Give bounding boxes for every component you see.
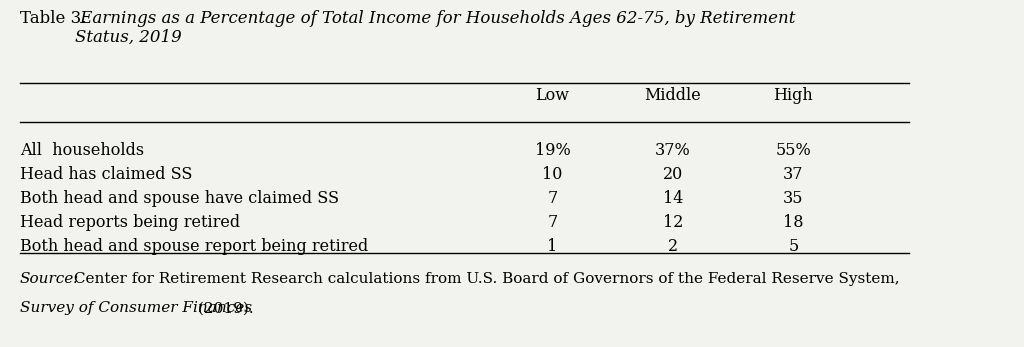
Text: 18: 18	[783, 214, 804, 231]
Text: 5: 5	[788, 238, 799, 255]
Text: High: High	[773, 87, 813, 104]
Text: Both head and spouse report being retired: Both head and spouse report being retire…	[19, 238, 369, 255]
Text: 2: 2	[668, 238, 678, 255]
Text: Survey of Consumer Finances: Survey of Consumer Finances	[19, 301, 252, 315]
Text: 1: 1	[548, 238, 558, 255]
Text: 55%: 55%	[775, 142, 811, 159]
Text: Head has claimed SS: Head has claimed SS	[19, 166, 193, 183]
Text: All  households: All households	[19, 142, 144, 159]
Text: 7: 7	[548, 190, 558, 207]
Text: (2019).: (2019).	[194, 301, 254, 315]
Text: 37: 37	[783, 166, 804, 183]
Text: Table 3.: Table 3.	[19, 9, 86, 26]
Text: 20: 20	[663, 166, 683, 183]
Text: Both head and spouse have claimed SS: Both head and spouse have claimed SS	[19, 190, 339, 207]
Text: Earnings as a Percentage of Total Income for Households Ages 62-75, by Retiremen: Earnings as a Percentage of Total Income…	[75, 9, 795, 46]
Text: Low: Low	[536, 87, 569, 104]
Text: Source:: Source:	[19, 272, 79, 286]
Text: 35: 35	[783, 190, 804, 207]
Text: Middle: Middle	[644, 87, 701, 104]
Text: 14: 14	[663, 190, 683, 207]
Text: 12: 12	[663, 214, 683, 231]
Text: Center for Retirement Research calculations from U.S. Board of Governors of the : Center for Retirement Research calculati…	[69, 272, 900, 286]
Text: 37%: 37%	[655, 142, 691, 159]
Text: 7: 7	[548, 214, 558, 231]
Text: 10: 10	[543, 166, 563, 183]
Text: 19%: 19%	[535, 142, 570, 159]
Text: Head reports being retired: Head reports being retired	[19, 214, 240, 231]
